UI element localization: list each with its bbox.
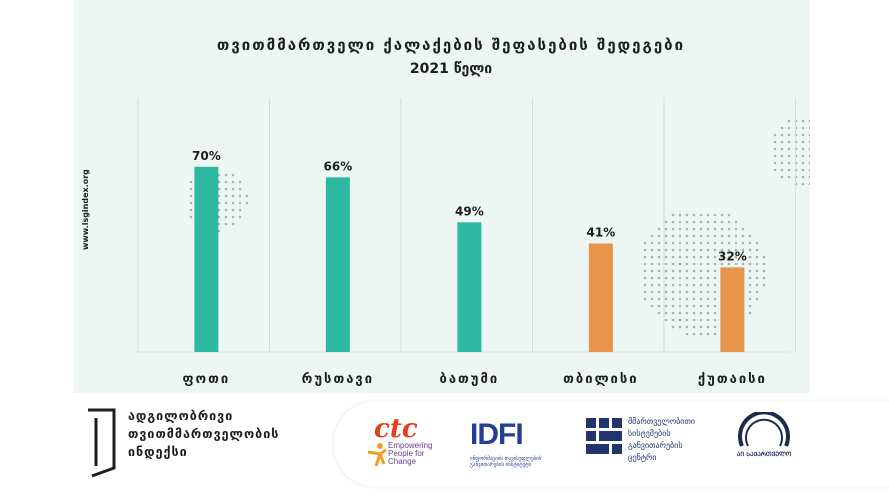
bar	[588, 243, 613, 352]
msc-logo: მმართველობითი სისტემების განვითარების ცე…	[586, 412, 716, 476]
bars	[194, 166, 745, 352]
category-label: ქუთაისი	[698, 372, 767, 387]
ai-circle-icon: ᲐᲘ ᲡᲐᲥᲐᲠᲗᲕᲔᲚᲝ	[737, 410, 792, 458]
category-label: ფოთი	[182, 372, 230, 387]
chart-panel: თვითმმართველი ქალაქების შეფასების შედეგე…	[74, 0, 810, 393]
partner-logos: ctc Empowering People for Change IDFI ინ…	[334, 402, 889, 486]
org-name-line-1: ადგილობრივი	[128, 408, 234, 423]
ctc-wordmark: ctc	[374, 414, 418, 444]
dot-pattern-edge	[773, 119, 810, 186]
bar-chart: თვითმმართველი ქალაქების შეფასების შედეგე…	[134, 36, 810, 387]
category-labels: ფოთი რუსთავი ბათუმი თბილისი ქუთაისი	[182, 372, 767, 387]
org-brand: ადგილობრივი თვითმმართველობის ინდექსი	[84, 406, 324, 486]
ctc-tagline: Empowering People for Change	[388, 441, 433, 466]
ctc-logo: ctc Empowering People for Change	[362, 412, 442, 476]
chart-title: თვითმმართველი ქალაქების შეფასების შედეგე…	[217, 36, 685, 54]
ai-logo: ᲐᲘ ᲡᲐᲥᲐᲠᲗᲕᲔᲚᲝ	[734, 410, 794, 476]
idfi-wordmark: IDFI	[470, 418, 524, 451]
category-label: ბათუმი	[440, 372, 500, 387]
bar	[194, 166, 219, 352]
website-url[interactable]: www.lsgindex.org	[74, 170, 94, 250]
idfi-logo: IDFI ინფორმაციის თავისუფლების განვითარებ…	[470, 412, 546, 476]
data-label: 32%	[718, 249, 747, 263]
chart-subtitle: 2021 წელი	[410, 61, 492, 77]
data-label: 70%	[192, 149, 221, 163]
data-label: 49%	[455, 204, 484, 218]
bar	[325, 177, 350, 352]
decorative-dot-patterns	[189, 119, 810, 336]
grid-logo-icon	[586, 418, 622, 454]
website-url-text: www.lsgindex.org	[81, 170, 90, 250]
data-label: 41%	[587, 226, 616, 240]
msc-name: მმართველობითი სისტემების განვითარების ცე…	[628, 417, 695, 462]
org-name-line-3: ინდექსი	[128, 444, 188, 459]
org-name-line-2: თვითმმართველობის	[128, 426, 280, 441]
ai-text: ᲐᲘ ᲡᲐᲥᲐᲠᲗᲕᲔᲚᲝ	[737, 451, 792, 458]
index-logo-icon	[88, 408, 116, 478]
bar	[457, 222, 482, 352]
category-label: რუსთავი	[302, 372, 374, 387]
bar	[720, 267, 745, 352]
category-label: თბილისი	[563, 372, 638, 387]
value-labels: 70% 66% 49% 41% 32%	[192, 149, 747, 264]
idfi-tagline: ინფორმაციის თავისუფლების განვითარების ინ…	[470, 456, 542, 468]
dot-pattern-right	[643, 213, 766, 336]
grid-lines	[137, 98, 796, 352]
person-icon	[367, 443, 387, 467]
data-label: 66%	[324, 159, 353, 173]
